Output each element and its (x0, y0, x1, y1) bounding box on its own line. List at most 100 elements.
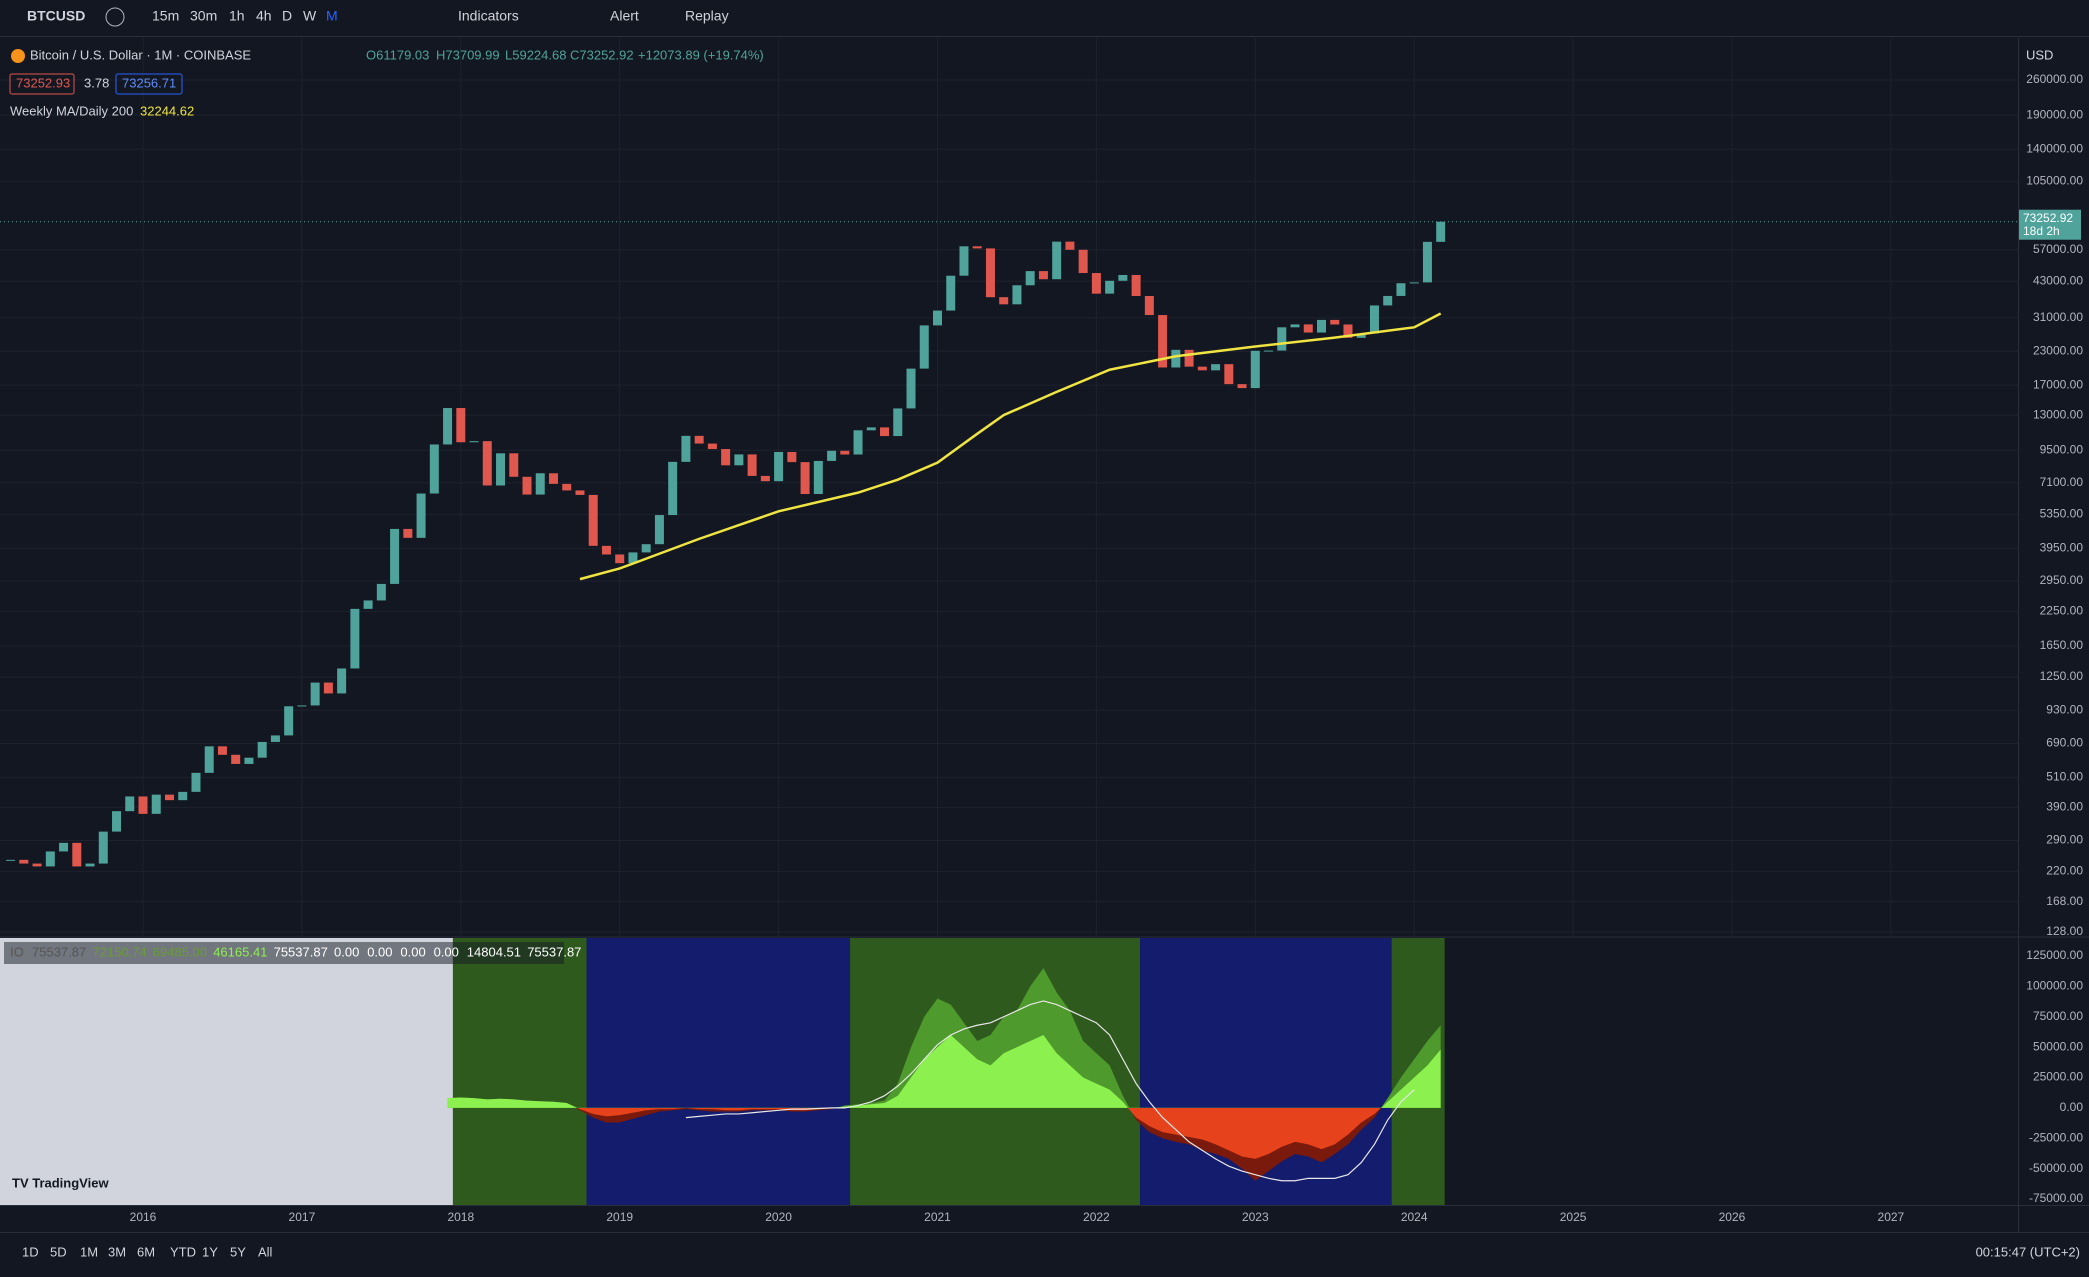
indicator-value: 46165.41 (213, 944, 267, 959)
candle (946, 275, 956, 311)
candle (1131, 274, 1141, 297)
range-button[interactable]: All (258, 1244, 273, 1259)
candle (19, 859, 29, 864)
candle (443, 408, 453, 445)
candle (1356, 333, 1366, 338)
last-price: 73252.92 (2023, 211, 2073, 225)
candle (813, 460, 823, 495)
time-tick-label: 2017 (289, 1210, 316, 1224)
candle (932, 310, 942, 326)
candle (601, 545, 611, 555)
ohlc-high: H73709.99 (436, 47, 500, 62)
candle (800, 462, 810, 495)
candle (284, 706, 294, 736)
zone (452, 938, 587, 1205)
interval[interactable]: 1h (229, 8, 245, 24)
candle (350, 608, 360, 669)
indicator-value: 75537.87 (32, 944, 86, 959)
indicators-button[interactable]: Indicators (458, 8, 519, 24)
candle (575, 490, 585, 495)
interval[interactable]: D (282, 8, 292, 24)
interval[interactable]: 30m (190, 8, 217, 24)
candle (125, 796, 135, 812)
indicator-value: 72150.74 (92, 944, 146, 959)
replay-button[interactable]: Replay (685, 8, 729, 24)
candle (1197, 366, 1207, 371)
alert-button[interactable]: Alert (610, 8, 639, 24)
candle (827, 450, 837, 461)
range-button[interactable]: 5D (50, 1244, 67, 1259)
candle (1237, 384, 1247, 389)
price-tick-label: 23000.00 (2033, 343, 2083, 357)
candle (747, 454, 757, 476)
ohlc-change: +12073.89 (+19.74%) (638, 47, 764, 62)
range-button[interactable]: YTD (170, 1244, 196, 1259)
candle (668, 461, 678, 516)
candle (1065, 241, 1075, 250)
candle (522, 476, 532, 495)
candle (641, 544, 651, 553)
legend-bg (4, 942, 564, 964)
candle (32, 863, 42, 867)
candle (429, 444, 439, 494)
price-tick-label: 5350.00 (2040, 507, 2084, 521)
pane-tick-label: 125000.00 (2026, 948, 2083, 962)
pane-tick-label: 0.00 (2060, 1100, 2084, 1114)
candle (376, 583, 386, 601)
range-button[interactable]: 5Y (230, 1244, 246, 1259)
candle (217, 746, 227, 755)
ohlc-close: C73252.92 (570, 47, 634, 62)
candle (1277, 327, 1287, 351)
candle (628, 552, 638, 564)
last-price-box (2019, 209, 2081, 240)
candle (1012, 285, 1022, 305)
bid-box (9, 73, 75, 95)
interval[interactable]: 4h (256, 8, 272, 24)
candle (694, 435, 704, 444)
price-tick-label: 128.00 (2046, 924, 2083, 938)
candle (1250, 350, 1260, 389)
candle (999, 297, 1009, 305)
candle (164, 794, 174, 801)
range-button[interactable]: 1Y (202, 1244, 218, 1259)
symbol-search[interactable]: BTCUSD (27, 8, 85, 24)
candle (548, 473, 558, 484)
candle (416, 493, 426, 538)
pane-tick-label: 75000.00 (2033, 1009, 2083, 1023)
candle (959, 246, 969, 276)
candle (98, 831, 108, 864)
price-tick-label: 2950.00 (2040, 573, 2084, 587)
interval[interactable]: 15m (152, 8, 179, 24)
range-button[interactable]: 1M (80, 1244, 98, 1259)
candle (1025, 271, 1035, 286)
candle (244, 757, 254, 764)
price-tick-label: 220.00 (2046, 864, 2083, 878)
time-tick-label: 2021 (924, 1210, 951, 1224)
candle (456, 408, 466, 443)
candle (1158, 315, 1168, 368)
currency-selector[interactable]: USD (2026, 47, 2053, 62)
interval-active[interactable]: M (326, 8, 338, 24)
price-tick-label: 190000.00 (2026, 107, 2083, 121)
range-button[interactable]: 6M (137, 1244, 155, 1259)
candle (880, 427, 890, 437)
candle (323, 682, 333, 694)
candle (734, 454, 744, 466)
btc-icon (11, 49, 25, 63)
pane-tick-label: -50000.00 (2029, 1161, 2083, 1175)
candle (270, 735, 280, 742)
candle (509, 453, 519, 477)
candle (1091, 273, 1101, 294)
interval[interactable]: W (303, 8, 317, 24)
candle (151, 794, 161, 814)
candle (919, 325, 929, 369)
range-button[interactable]: 1D (22, 1244, 39, 1259)
time-tick-label: 2023 (1242, 1210, 1269, 1224)
indicator-pane (0, 938, 1445, 1205)
add-symbol-icon[interactable] (105, 7, 125, 27)
price-tick-label: 7100.00 (2040, 475, 2084, 489)
range-button[interactable]: 3M (108, 1244, 126, 1259)
price-tick-label: 390.00 (2046, 800, 2083, 814)
signal-line (685, 1000, 1415, 1182)
ma-name: Weekly MA/Daily 200 (10, 103, 133, 118)
